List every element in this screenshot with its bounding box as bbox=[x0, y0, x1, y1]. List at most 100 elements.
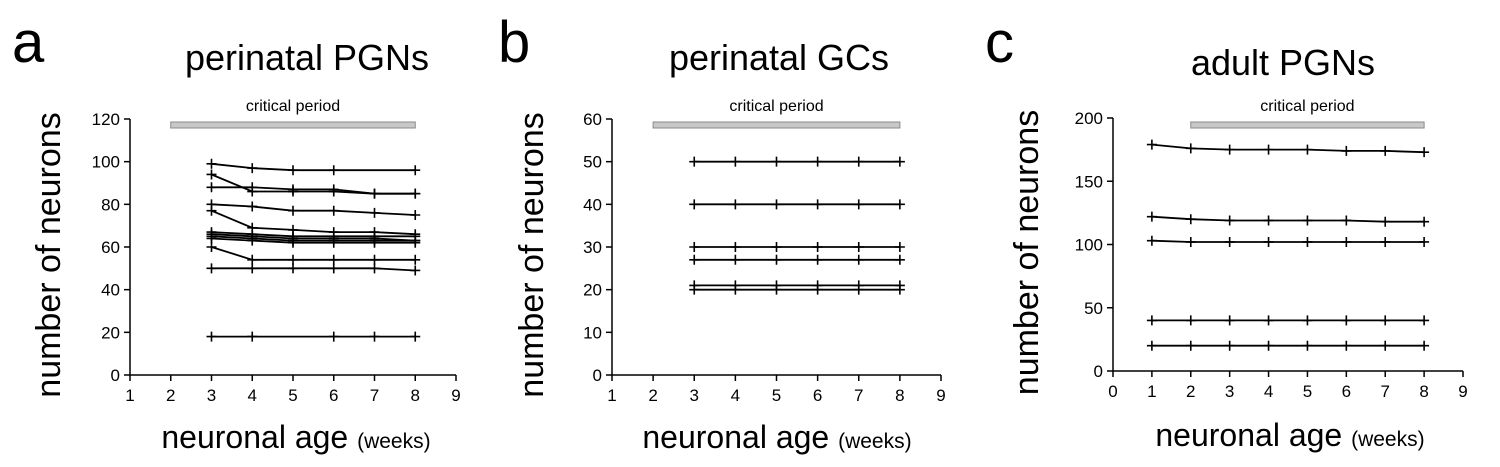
series-line bbox=[1151, 215, 1425, 223]
series-line bbox=[1151, 239, 1425, 243]
critical-period-bar bbox=[652, 121, 901, 129]
series-line bbox=[211, 209, 416, 236]
data-point bbox=[689, 242, 700, 252]
series-line bbox=[211, 162, 416, 172]
panel-letter: a bbox=[12, 10, 45, 75]
data-point bbox=[771, 254, 782, 265]
data-point bbox=[328, 165, 339, 176]
x-tick-label: 1 bbox=[1147, 382, 1156, 401]
x-axis-label-unit: (weeks) bbox=[1351, 428, 1425, 451]
data-point bbox=[1380, 216, 1391, 227]
x-tick-label: 4 bbox=[1264, 382, 1273, 401]
x-axis-label: neuronal age (weeks) bbox=[642, 419, 911, 455]
y-tick-label: 40 bbox=[583, 195, 602, 214]
chart-panel-c: c adult PGNs number of neurons neuronal age… bbox=[985, 10, 1468, 453]
data-point bbox=[369, 263, 380, 274]
data-point bbox=[369, 237, 380, 248]
x-tick-label: 3 bbox=[690, 386, 699, 405]
data-point bbox=[853, 284, 864, 295]
data-point bbox=[689, 254, 700, 265]
data-point bbox=[894, 284, 905, 295]
y-axis-label: number of neurons bbox=[1008, 110, 1046, 395]
data-point bbox=[1302, 236, 1313, 247]
panel-title: perinatal PGNs bbox=[185, 37, 429, 78]
x-tick-label: 4 bbox=[731, 386, 740, 405]
data-point bbox=[771, 199, 782, 210]
y-tick-label: 0 bbox=[111, 366, 120, 385]
data-point bbox=[1224, 215, 1235, 226]
y-tick-label: 20 bbox=[101, 323, 120, 342]
data-point bbox=[247, 163, 258, 174]
panel-title: perinatal GCs bbox=[669, 37, 889, 78]
x-tick-label: 2 bbox=[1186, 382, 1195, 401]
data-point bbox=[1263, 144, 1274, 155]
data-point bbox=[1263, 236, 1274, 247]
x-tick-label: 6 bbox=[1342, 382, 1351, 401]
data-point bbox=[894, 254, 905, 265]
data-point bbox=[1302, 315, 1313, 326]
data-point bbox=[1302, 144, 1313, 155]
data-point bbox=[288, 165, 298, 176]
critical-period-label: critical period bbox=[246, 98, 340, 115]
data-point bbox=[812, 284, 823, 295]
y-tick-label: 20 bbox=[583, 281, 602, 300]
data-point bbox=[288, 254, 298, 265]
data-point bbox=[1185, 340, 1196, 351]
series-line bbox=[211, 235, 416, 242]
data-point bbox=[288, 205, 298, 216]
x-tick-label: 4 bbox=[248, 386, 257, 405]
data-point bbox=[1341, 215, 1352, 226]
data-point bbox=[853, 242, 864, 252]
panel-title: adult PGNs bbox=[1191, 42, 1375, 83]
data-point bbox=[730, 284, 741, 295]
y-tick-label: 30 bbox=[583, 238, 602, 257]
x-tick-label: 7 bbox=[370, 386, 379, 405]
data-point bbox=[1146, 139, 1157, 150]
data-point bbox=[410, 254, 421, 265]
y-tick-label: 60 bbox=[583, 110, 602, 129]
critical-period-bar bbox=[170, 121, 416, 129]
data-point bbox=[328, 205, 339, 216]
data-point bbox=[1419, 147, 1430, 158]
data-point bbox=[853, 156, 864, 167]
x-tick-label: 7 bbox=[854, 386, 863, 405]
series-line bbox=[211, 203, 416, 216]
data-point bbox=[288, 184, 298, 195]
data-point bbox=[410, 165, 421, 176]
data-point bbox=[1146, 235, 1157, 246]
x-tick-label: 3 bbox=[1225, 382, 1234, 401]
x-tick-label: 8 bbox=[1419, 382, 1428, 401]
series-line bbox=[211, 173, 416, 195]
data-point bbox=[894, 242, 905, 252]
data-point bbox=[894, 199, 905, 210]
x-tick-label: 0 bbox=[1108, 382, 1117, 401]
data-point bbox=[206, 242, 217, 252]
data-point bbox=[328, 254, 339, 265]
series-line bbox=[211, 233, 416, 242]
data-point bbox=[288, 237, 298, 248]
data-point bbox=[206, 205, 217, 216]
x-tick-label: 5 bbox=[288, 386, 297, 405]
x-axis-label-unit: (weeks) bbox=[357, 430, 431, 453]
y-tick-label: 150 bbox=[1075, 172, 1103, 191]
data-point bbox=[812, 156, 823, 167]
x-tick-label: 3 bbox=[207, 386, 216, 405]
data-point bbox=[206, 158, 217, 169]
y-tick-label: 60 bbox=[101, 238, 120, 257]
data-point bbox=[730, 242, 741, 252]
data-point bbox=[1341, 145, 1352, 156]
data-point bbox=[1302, 340, 1313, 351]
data-point bbox=[730, 254, 741, 265]
data-point bbox=[1146, 211, 1157, 222]
data-point bbox=[1224, 236, 1235, 247]
data-point bbox=[730, 199, 741, 210]
data-point bbox=[1263, 215, 1274, 226]
data-point bbox=[689, 156, 700, 167]
data-point bbox=[1146, 315, 1157, 326]
data-point bbox=[771, 284, 782, 295]
data-point bbox=[369, 207, 380, 218]
x-axis-label-unit: (weeks) bbox=[838, 430, 912, 453]
data-point bbox=[1380, 236, 1391, 247]
data-point bbox=[730, 156, 741, 167]
